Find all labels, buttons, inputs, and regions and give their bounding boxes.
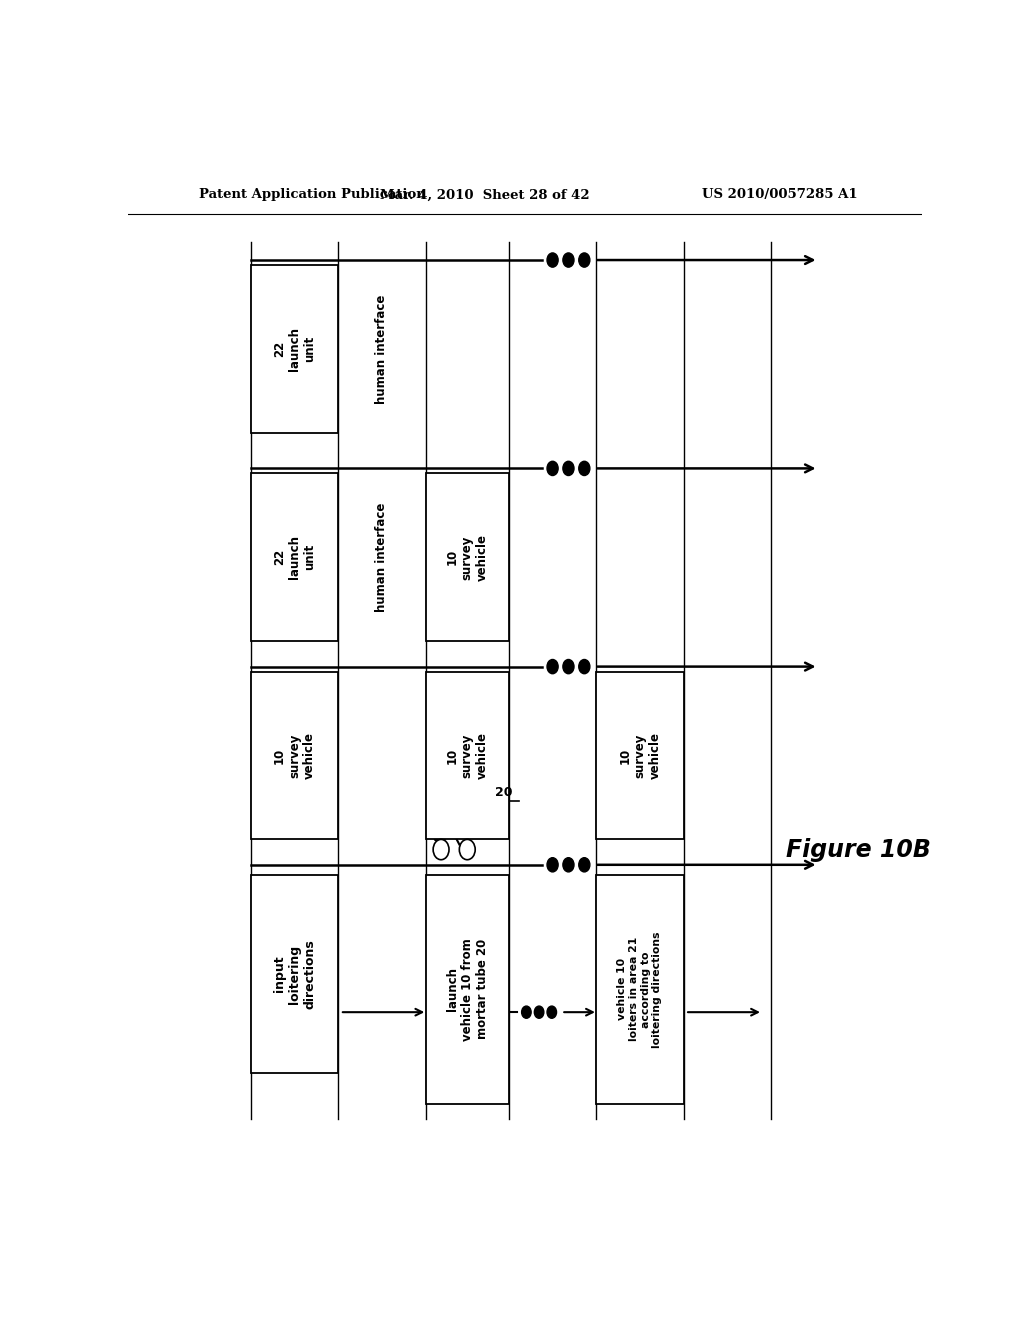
Circle shape [535, 1006, 544, 1018]
Circle shape [547, 1006, 557, 1018]
Bar [426, 474, 509, 642]
Circle shape [547, 461, 558, 475]
Text: 10
survey
vehicle: 10 survey vehicle [618, 733, 662, 779]
Circle shape [521, 1006, 531, 1018]
Bar [251, 672, 338, 840]
Circle shape [579, 461, 590, 475]
Text: vehicle 10
loiters in area 21
according to
loitering directions: vehicle 10 loiters in area 21 according … [617, 931, 663, 1048]
Text: Patent Application Publication: Patent Application Publication [200, 189, 426, 202]
Text: Mar. 4, 2010  Sheet 28 of 42: Mar. 4, 2010 Sheet 28 of 42 [380, 189, 590, 202]
Circle shape [579, 858, 590, 873]
Circle shape [563, 253, 574, 267]
Text: launch
vehicle 10 from
mortar tube 20: launch vehicle 10 from mortar tube 20 [445, 939, 488, 1040]
Circle shape [547, 858, 558, 873]
Text: human interface: human interface [376, 503, 388, 612]
Circle shape [433, 840, 449, 859]
Text: 22
launch
unit: 22 launch unit [273, 327, 316, 371]
Circle shape [460, 840, 475, 859]
Bar [596, 672, 684, 840]
Text: human interface: human interface [376, 294, 388, 404]
Bar [426, 875, 509, 1104]
Text: US 2010/0057285 A1: US 2010/0057285 A1 [702, 189, 858, 202]
Circle shape [547, 660, 558, 673]
Circle shape [563, 660, 574, 673]
Circle shape [547, 253, 558, 267]
Bar [251, 265, 338, 433]
Circle shape [579, 253, 590, 267]
Text: 20: 20 [495, 785, 513, 799]
Text: 10
survey
vehicle: 10 survey vehicle [445, 733, 488, 779]
Bar [426, 672, 509, 840]
Text: 10
survey
vehicle: 10 survey vehicle [445, 533, 488, 581]
Bar [251, 875, 338, 1073]
Text: 22
launch
unit: 22 launch unit [273, 536, 316, 579]
Text: 10
survey
vehicle: 10 survey vehicle [273, 733, 316, 779]
Circle shape [563, 858, 574, 873]
Bar [251, 474, 338, 642]
Circle shape [579, 660, 590, 673]
Circle shape [563, 461, 574, 475]
Text: input
loitering
directions: input loitering directions [273, 940, 316, 1008]
Text: Figure 10B: Figure 10B [785, 838, 931, 862]
Bar [596, 875, 684, 1104]
